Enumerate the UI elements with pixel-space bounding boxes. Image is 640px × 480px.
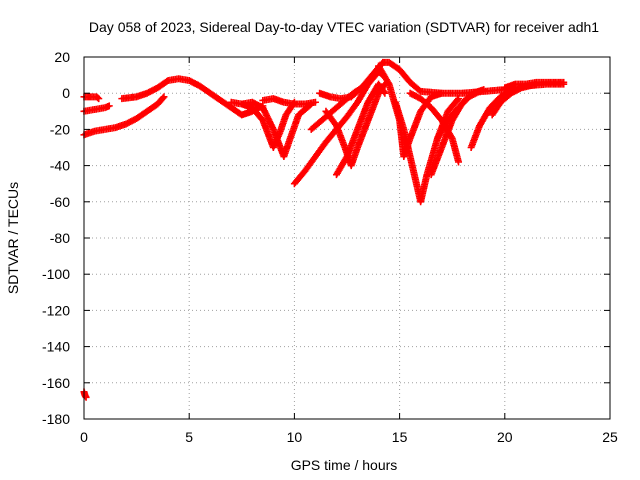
series-arc3	[80, 93, 168, 139]
series-arc2	[80, 102, 113, 115]
x-tick-label: 20	[497, 429, 513, 445]
x-tick-label: 10	[287, 429, 303, 445]
x-tick-label: 25	[602, 429, 618, 445]
chart-title: Day 058 of 2023, Sidereal Day-to-day VTE…	[89, 19, 599, 35]
plot-frame	[83, 56, 611, 420]
series-arc4	[118, 75, 267, 119]
x-tick-label: 15	[392, 429, 408, 445]
grid-lines	[84, 57, 610, 419]
y-tick-label: 20	[54, 49, 70, 65]
data-point	[455, 95, 463, 103]
data-point	[560, 78, 568, 86]
series-arc7	[259, 95, 319, 108]
series-arc12	[316, 58, 467, 103]
x-tick-label: 0	[80, 429, 88, 445]
y-tick-label: -180	[42, 411, 70, 427]
series-arc14	[391, 95, 463, 206]
data-marks	[80, 58, 568, 401]
x-axis-label: GPS time / hours	[291, 457, 398, 473]
series-arc17	[406, 89, 463, 166]
data-point	[438, 89, 446, 97]
y-tick-label: 0	[62, 85, 70, 101]
axis-ticks: 0 5 10 15 20 25 20 0 -20 -40 -60 -80 -100 -120 -140 -16…	[42, 49, 618, 445]
series-arc21	[501, 78, 568, 92]
y-tick-label: -80	[50, 230, 70, 246]
data-point	[159, 94, 167, 102]
y-axis-label: SDTVAR / TECUs	[5, 182, 21, 294]
y-tick-label: -100	[42, 266, 70, 282]
series-arc1	[80, 93, 103, 103]
y-tick-label: -40	[50, 158, 70, 174]
data-point	[453, 96, 461, 104]
y-tick-label: -20	[50, 121, 70, 137]
series-outlier	[80, 388, 90, 401]
data-point	[381, 89, 389, 97]
data-point	[311, 98, 319, 106]
data-point	[94, 94, 102, 102]
data-point	[95, 95, 103, 103]
y-tick-label: -60	[50, 194, 70, 210]
y-tick-label: -140	[42, 339, 70, 355]
data-point	[447, 133, 455, 141]
data-point	[380, 88, 388, 96]
data-point	[105, 102, 113, 110]
series-arc11	[332, 80, 389, 179]
y-tick-label: -160	[42, 375, 70, 391]
data-point	[160, 93, 168, 101]
y-tick-label: -120	[42, 302, 70, 318]
data-point	[455, 158, 463, 166]
series-arc10	[322, 80, 389, 170]
data-point	[384, 79, 392, 87]
x-tick-label: 5	[185, 429, 193, 445]
